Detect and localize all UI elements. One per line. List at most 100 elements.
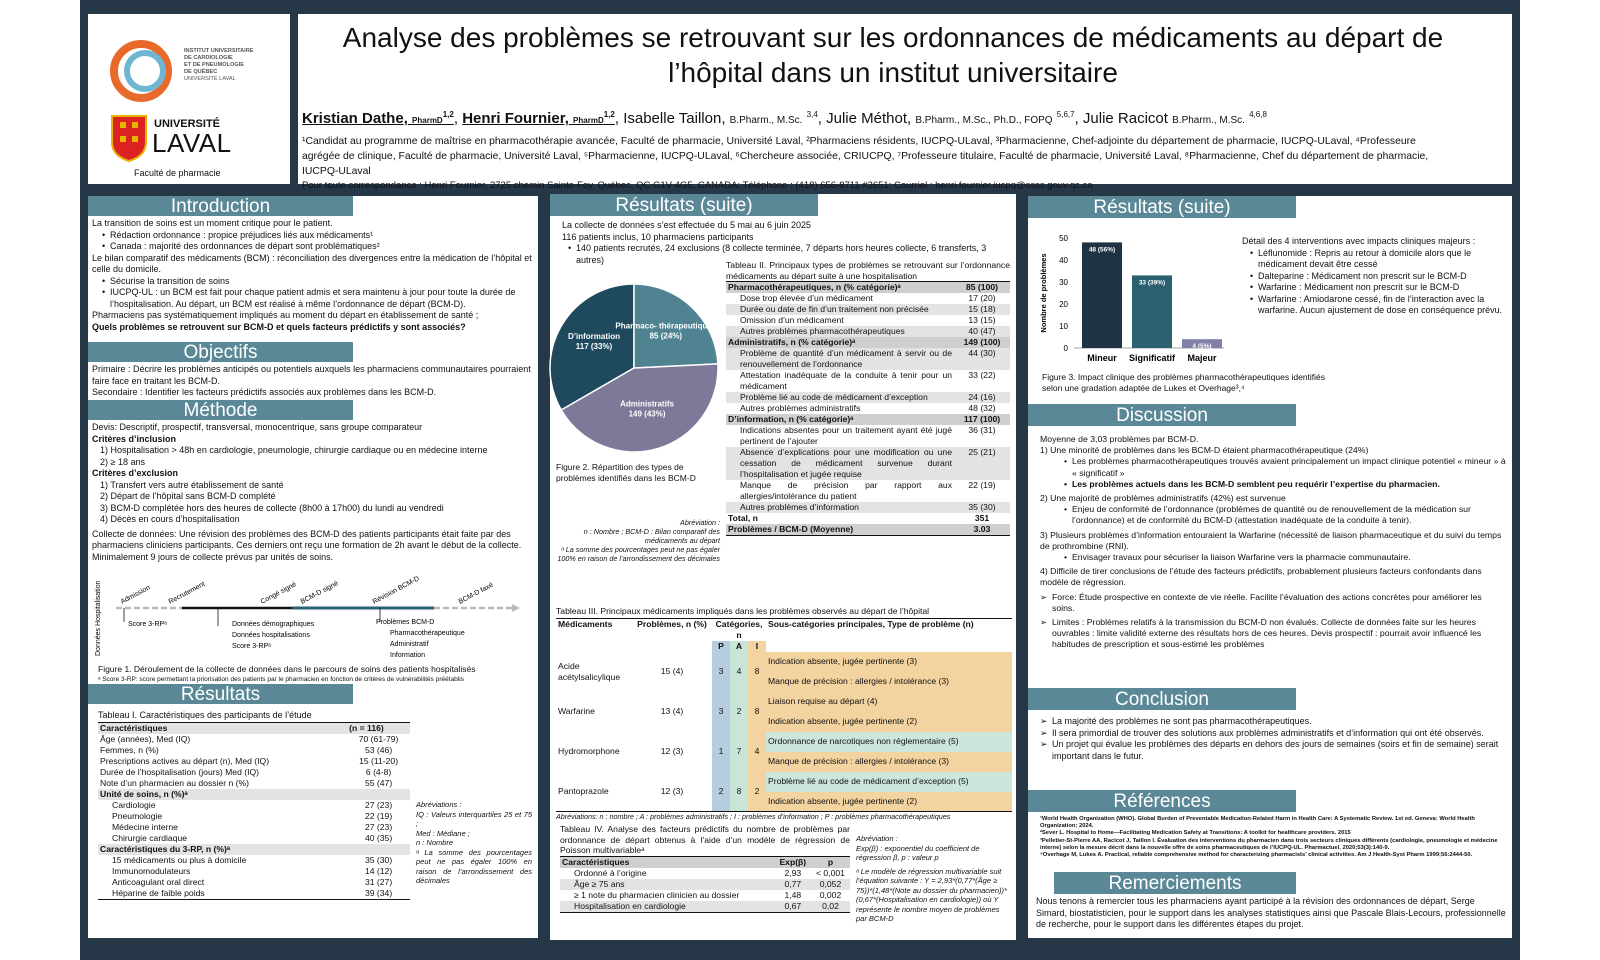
table-3: Tableau III. Principaux médicaments impl… (556, 606, 1012, 822)
details-item: Warfarine : Amiodarone cessé, fin de l’i… (1248, 294, 1506, 317)
table-row: Pantoprazole 12 (3) 2 8 2 Problème lié au cod… (556, 771, 1012, 812)
table-row: Problème lié au code de médicament d’exc… (726, 392, 1010, 403)
table-row: Anticoagulant oral direct 31 (27) (112, 876, 393, 887)
table-row: Cardiologie 27 (23) (112, 799, 393, 810)
table-row: Absence d’explications pour une modifica… (726, 447, 1010, 480)
bar-data-label: 48 (56%) (1089, 246, 1115, 253)
table-row: Caractéristiques du 3-RP, n (%)ᵃ (98, 843, 410, 855)
table-row: Note d’un pharmacien au dossier n (%) 55 … (100, 777, 393, 788)
table-row: Médecine interne 27 (23) (112, 821, 393, 832)
objective-secondary: Secondaire : Identifier les facteurs pré… (92, 387, 437, 397)
fig1-step: BCM-D faxé (458, 582, 495, 606)
iucpq-logo (110, 40, 172, 102)
middle-column: Résultats (suite) La collecte de données… (549, 194, 1016, 940)
reference-item: ⁴Overhage M, Lukes A. Practical, reliabl… (1040, 852, 1473, 859)
table-row: Chirurgie cardiaque 40 (35) (112, 832, 393, 843)
table-row: Problèmes / BCM-D (Moyenne) 3.03 (726, 524, 1010, 536)
figure-2-notes: Abréviation :n : Nombre ; BCM-D : Bilan … (557, 518, 720, 563)
results-intro: La collecte de données s’est effectuée d… (562, 220, 1012, 266)
y-tick-label: 30 (1059, 278, 1068, 287)
pie-slice-label: D’information 117 (33%) (568, 332, 620, 351)
conclusion-item: ➢ Il sera primordial de trouver des solut… (1040, 727, 1484, 738)
fig1-list2: Pharmacothérapeutique (390, 630, 465, 637)
fig1-step: BCM-D signé (300, 580, 340, 606)
table-row: Indication absente, jugée pertinente (2) (556, 791, 1012, 812)
table-row: Pharmacothérapeutiques, n (% catégorie)ᵃ… (726, 281, 1010, 293)
table-row: Manque de précision par rapport aux alle… (740, 480, 996, 501)
table-2-title: Tableau II. Principaux types de problème… (726, 260, 1010, 281)
figure-1-caption: Figure 1. Déroulement de la collecte de … (98, 664, 476, 683)
table-row: Manque de précision : allergies / intolé… (556, 671, 1012, 692)
table-3-title: Tableau III. Principaux médicaments impl… (556, 606, 930, 616)
laval-main-text: LAVAL (152, 128, 232, 158)
section-header-resultats: Résultats (88, 684, 353, 704)
details-item: Warfarine : Médicament non prescrit sur … (1248, 282, 1506, 294)
fig1-list2-title: Problèmes BCM-D (376, 619, 434, 626)
discussion-text: 2) Une majorité de problèmes administrat… (1040, 493, 1286, 504)
fig1-step: Admission (120, 584, 152, 605)
table-row: Pneumologie 22 (19) (112, 810, 393, 821)
contact: Pour toute correspondance : Henri Fourni… (302, 180, 1093, 191)
interventions-details: Détail des 4 interventions avec impacts … (1242, 236, 1506, 317)
section-header-remerciements: Remerciements (1054, 872, 1296, 894)
table-row: Ordonné à l’origine 2,93 < 0,001 (574, 867, 845, 878)
x-tick-label: Mineur (1087, 353, 1117, 363)
table-row: Problème de quantité d’un médicament à s… (726, 348, 1010, 370)
discussion-bullet: Les problèmes actuels dans les BCM-D sem… (1062, 479, 1506, 490)
fig1-list2: Information (390, 652, 425, 659)
table-row: 15 médicaments ou plus à domicile 35 (30) (112, 854, 393, 865)
table-row: Warfarine 13 (4) 3 2 8 Liaison requise au dép… (556, 691, 1012, 732)
left-column: Introduction La transition de soins est … (88, 196, 538, 938)
discussion-bullet: Enjeu de conformité de l’ordonnance (pro… (1062, 504, 1506, 526)
table-row: Femmes, n (%) 53 (46) (100, 744, 393, 755)
exclusion-item: 4) Décès en cours d’hospitalisation (100, 514, 240, 524)
table-row: Dose trop élevée d’un médicament 17 (20) (740, 293, 996, 303)
section-header-methode: Méthode (88, 400, 353, 420)
discussion-text: 1) Une minorité de problèmes dans les BC… (1040, 445, 1369, 456)
table-row: Âge ≥ 75 ans 0,77 0,052 (560, 878, 850, 890)
details-item: Léflunomide : Repris au retour à domicil… (1248, 248, 1506, 271)
right-column: Résultats (suite) 0 10 20 30 40 50 Nombre de p… (1028, 196, 1512, 938)
remerciements-body: Nous tenons à remercier tous les pharmac… (1036, 896, 1506, 929)
table-2-grid: Pharmacothérapeutiques, n (% catégorie)ᵃ… (726, 281, 1010, 536)
intro-text: La transition de soins est un moment cri… (92, 218, 333, 228)
pie-slice (633, 283, 719, 369)
fig1-list1: Données démographiques (232, 621, 315, 628)
figure-2-pie-chart: D’information 117 (33%)Pharmaco- thérapeu… (549, 283, 719, 453)
discussion-text: 3) Plusieurs problèmes d’information ent… (1040, 529, 1502, 551)
table-3-abbr: Abréviations: n : nombre ; A : problèmes… (556, 812, 951, 821)
pie-slice (549, 283, 635, 412)
table-1-grid: Caractéristiques (n = 116) Âge (années), … (98, 721, 410, 900)
bar-data-label: 4 (5%) (1192, 343, 1211, 350)
inclusion-item: 1) Hospitalisation > 48h en cardiologie,… (100, 445, 488, 455)
objectifs-body: Primaire : Décrire les problèmes anticip… (92, 364, 532, 399)
table-header: Caractéristiques (n = 116) (98, 722, 410, 734)
figure-2-caption: Figure 2. Répartition des types de probl… (556, 462, 696, 483)
intro-bullet: Rédaction ordonnance : propice préjudice… (100, 230, 532, 242)
table-1-notes: Abréviations : IQ : Valeurs interquartile… (416, 800, 532, 885)
conclusion-item: ➢ Un projet qui évalue les problèmes des … (1040, 739, 1499, 761)
table-row: Hydromorphone 12 (3) 1 7 4 Ordonnance de narc… (556, 731, 1012, 772)
bar-data-label: 33 (39%) (1139, 279, 1165, 286)
logo-panel: INSTITUT UNIVERSITAIRE DE CARDIOLOGIE ET D… (88, 14, 290, 184)
methode-body: Devis: Descriptif, prospectif, transvers… (92, 422, 532, 563)
results-bullet: 140 patients recrutés, 24 exclusions (8 … (566, 243, 1012, 266)
section-header-conclusion: Conclusion (1028, 688, 1296, 710)
intro-bullet: Sécurise la transition de soins (100, 276, 532, 288)
table-4-title: Tableau IV. Analyse des facteurs prédict… (560, 824, 850, 855)
fig1-ylabel: Données Hospitalisation (95, 580, 102, 656)
conclusion-body: ➢ La majorité des problèmes ne sont pas p… (1040, 716, 1506, 762)
figure-1-timeline: Données Hospitalisation Admission Recrut… (95, 575, 520, 659)
section-header-resultats-suite-2: Résultats (suite) (1028, 196, 1296, 218)
results-text: 116 patients inclus, 10 pharmaciens part… (562, 231, 754, 242)
pie-slice (560, 363, 719, 453)
reference-item: ¹World Health Organization (WHO). Global… (1040, 816, 1475, 830)
table-row: Prescriptions actives au départ (n), Med… (100, 755, 399, 766)
affiliations: ¹Candidat au programme de maîtrise en ph… (302, 136, 1429, 177)
y-tick-label: 0 (1064, 344, 1069, 353)
fig1-list1: Score 3-RPᵃ (232, 643, 271, 650)
section-header-resultats-suite: Résultats (suite) (550, 194, 818, 216)
results-text: La collecte de données s’est effectuée d… (562, 220, 812, 230)
table-row: Autres problèmes d’information 35 (30) (726, 502, 1010, 513)
